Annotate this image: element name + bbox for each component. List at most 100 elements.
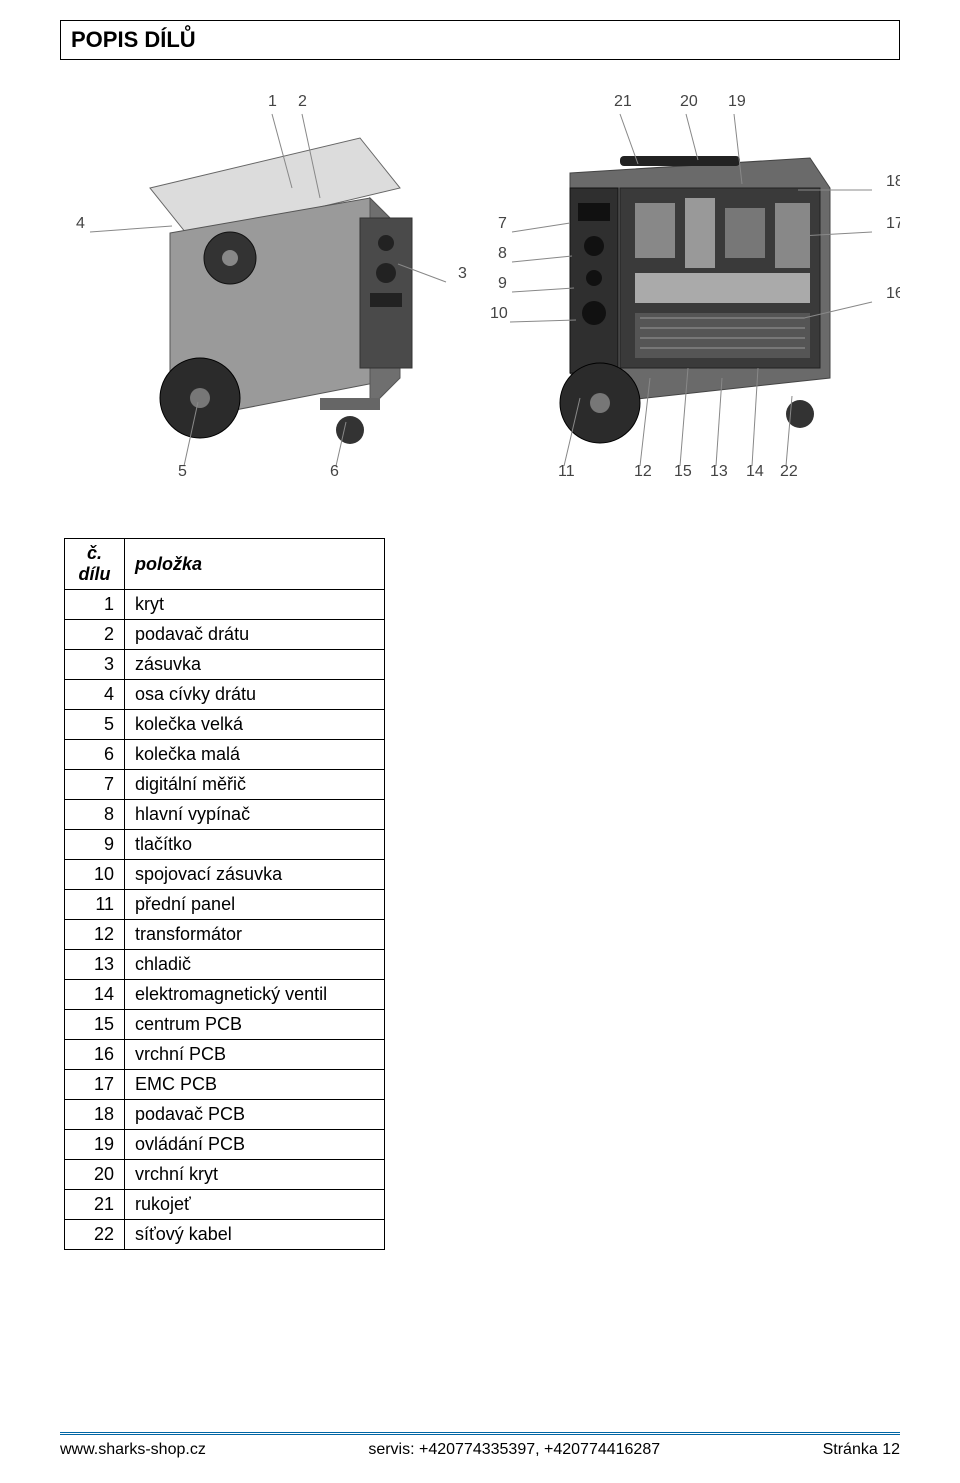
cell-item: ovládání PCB	[125, 1130, 385, 1160]
page-footer: www.sharks-shop.cz servis: +420774335397…	[60, 1432, 900, 1459]
callout-number: 19	[728, 93, 746, 110]
callout-number: 15	[674, 463, 692, 480]
table-header-row: č. dílu položka	[65, 539, 385, 590]
table-row: 6kolečka malá	[65, 740, 385, 770]
callout-number: 11	[558, 463, 575, 480]
callout-number: 6	[330, 463, 339, 480]
footer-rule	[60, 1432, 900, 1435]
callout-number: 3	[458, 265, 467, 282]
cell-item: síťový kabel	[125, 1220, 385, 1250]
cell-item: kolečka malá	[125, 740, 385, 770]
table-row: 12transformátor	[65, 920, 385, 950]
callout-line	[716, 378, 722, 466]
cell-num: 4	[65, 680, 125, 710]
cell-num: 11	[65, 890, 125, 920]
callout-number: 1	[268, 93, 277, 110]
cell-num: 9	[65, 830, 125, 860]
table-row: 11přední panel	[65, 890, 385, 920]
table-row: 22síťový kabel	[65, 1220, 385, 1250]
callout-line	[512, 256, 572, 262]
cell-num: 21	[65, 1190, 125, 1220]
callout-number: 9	[498, 275, 507, 292]
callout-number: 5	[178, 463, 187, 480]
callout-line	[512, 288, 574, 292]
callout-number: 17	[886, 215, 900, 232]
parts-diagram-svg: 12345678910212019181716111215131422	[60, 78, 900, 498]
cell-item: vrchní kryt	[125, 1160, 385, 1190]
cell-item: transformátor	[125, 920, 385, 950]
cell-item: hlavní vypínač	[125, 800, 385, 830]
table-row: 14elektromagnetický ventil	[65, 980, 385, 1010]
table-row: 16vrchní PCB	[65, 1040, 385, 1070]
cell-num: 2	[65, 620, 125, 650]
cell-item: spojovací zásuvka	[125, 860, 385, 890]
callout-line	[512, 223, 570, 232]
parts-diagram: 12345678910212019181716111215131422	[60, 78, 900, 498]
cell-num: 1	[65, 590, 125, 620]
cell-item: rukojeť	[125, 1190, 385, 1220]
cell-num: 6	[65, 740, 125, 770]
table-row: 2podavač drátu	[65, 620, 385, 650]
cell-item: tlačítko	[125, 830, 385, 860]
cell-num: 8	[65, 800, 125, 830]
callout-number: 8	[498, 245, 507, 262]
table-row: 3zásuvka	[65, 650, 385, 680]
cell-num: 16	[65, 1040, 125, 1070]
cell-num: 3	[65, 650, 125, 680]
header-num: č. dílu	[65, 539, 125, 590]
callout-number: 13	[710, 463, 728, 480]
callout-number: 16	[886, 285, 900, 302]
section-title: POPIS DÍLŮ	[71, 27, 889, 53]
cell-num: 10	[65, 860, 125, 890]
cell-item: přední panel	[125, 890, 385, 920]
callout-number: 18	[886, 173, 900, 190]
callout-number: 12	[634, 463, 652, 480]
table-row: 7digitální měřič	[65, 770, 385, 800]
cell-num: 22	[65, 1220, 125, 1250]
parts-table: č. dílu položka 1kryt2podavač drátu3zásu…	[64, 538, 385, 1250]
callout-number: 22	[780, 463, 798, 480]
table-row: 18podavač PCB	[65, 1100, 385, 1130]
table-row: 15centrum PCB	[65, 1010, 385, 1040]
cell-item: podavač drátu	[125, 620, 385, 650]
cell-num: 20	[65, 1160, 125, 1190]
table-row: 1kryt	[65, 590, 385, 620]
cell-item: elektromagnetický ventil	[125, 980, 385, 1010]
machine-left	[150, 138, 412, 444]
footer-center: servis: +420774335397, +420774416287	[368, 1441, 660, 1459]
cell-item: vrchní PCB	[125, 1040, 385, 1070]
cell-item: kryt	[125, 590, 385, 620]
cell-num: 19	[65, 1130, 125, 1160]
cell-num: 15	[65, 1010, 125, 1040]
footer-left: www.sharks-shop.cz	[60, 1441, 206, 1459]
table-row: 21rukojeť	[65, 1190, 385, 1220]
callout-number: 20	[680, 93, 698, 110]
callout-line	[510, 320, 576, 322]
footer-right: Stránka 12	[823, 1441, 900, 1459]
cell-item: osa cívky drátu	[125, 680, 385, 710]
cell-item: zásuvka	[125, 650, 385, 680]
cell-item: centrum PCB	[125, 1010, 385, 1040]
callout-number: 4	[76, 215, 85, 232]
callout-line	[686, 114, 698, 160]
cell-item: EMC PCB	[125, 1070, 385, 1100]
machine-right	[560, 156, 830, 443]
callout-number: 10	[490, 305, 508, 322]
section-title-box: POPIS DÍLŮ	[60, 20, 900, 60]
cell-item: digitální měřič	[125, 770, 385, 800]
cell-num: 12	[65, 920, 125, 950]
table-row: 17EMC PCB	[65, 1070, 385, 1100]
cell-num: 5	[65, 710, 125, 740]
header-item: položka	[125, 539, 385, 590]
callout-number: 21	[614, 93, 632, 110]
callout-line	[90, 226, 172, 232]
table-row: 10spojovací zásuvka	[65, 860, 385, 890]
table-row: 13chladič	[65, 950, 385, 980]
callout-number: 7	[498, 215, 507, 232]
cell-num: 18	[65, 1100, 125, 1130]
cell-num: 13	[65, 950, 125, 980]
table-row: 4osa cívky drátu	[65, 680, 385, 710]
table-row: 19ovládání PCB	[65, 1130, 385, 1160]
cell-num: 14	[65, 980, 125, 1010]
cell-item: kolečka velká	[125, 710, 385, 740]
